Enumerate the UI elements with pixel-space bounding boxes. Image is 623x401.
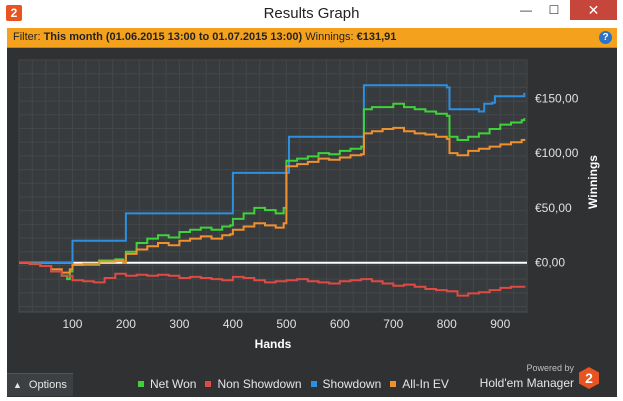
filter-value: This month (01.06.2015 13:00 to 01.07.20…	[43, 31, 303, 43]
x-axis-label: Hands	[255, 337, 292, 351]
options-label: Options	[28, 379, 67, 391]
options-button[interactable]: ▲ Options	[7, 373, 73, 396]
legend-swatch	[205, 381, 212, 387]
x-tick-label: 600	[330, 317, 350, 331]
x-tick-label: 700	[383, 317, 403, 331]
y-tick-label: €150,00	[535, 91, 579, 105]
winnings-value: €131,91	[356, 31, 397, 43]
app-icon: 2	[6, 5, 22, 21]
close-button[interactable]: ✕	[570, 0, 617, 20]
legend-swatch	[310, 381, 317, 387]
series-line-all-in-ev	[19, 126, 526, 274]
title-bar: 2 Results Graph — ☐ ✕	[0, 0, 623, 28]
window-title: Results Graph	[263, 5, 360, 22]
legend-label: Non Showdown	[217, 377, 302, 391]
y-tick-label: €100,00	[535, 146, 579, 160]
graph-panel: 100 200 300 400 500 600 700 800 900 €0,00 €50,00 €1…	[7, 48, 617, 397]
brand-name: Hold'em Manager	[479, 376, 574, 390]
legend-label: Showdown	[322, 377, 382, 391]
x-tick-label: 800	[437, 317, 457, 331]
x-tick-label: 200	[116, 317, 136, 331]
legend-item[interactable]: All-In EV	[390, 377, 449, 391]
y-tick-label: €50,00	[535, 201, 572, 215]
maximize-button[interactable]: ☐	[548, 3, 560, 17]
chevron-up-icon: ▲	[13, 380, 22, 390]
legend-swatch	[138, 381, 144, 387]
legend-swatch	[390, 381, 397, 387]
legend-item[interactable]: Showdown	[310, 377, 382, 391]
y-axis-label: Winnings	[586, 155, 600, 209]
help-icon[interactable]: ?	[599, 31, 612, 44]
series-line-net-won	[19, 102, 526, 281]
x-tick-label: 100	[62, 317, 82, 331]
powered-by-text: Powered by	[526, 363, 574, 373]
filter-label: Filter:	[13, 31, 41, 43]
legend-label: Net Won	[150, 377, 197, 391]
logo-text: 2	[585, 370, 593, 386]
winnings-label: Winnings:	[305, 31, 354, 43]
results-chart: 100 200 300 400 500 600 700 800 900 €0,00 €50,00 €1…	[18, 59, 600, 351]
legend-label: All-In EV	[402, 377, 449, 391]
filter-text: Filter: This month (01.06.2015 13:00 to …	[13, 28, 396, 47]
series-line-non-showdown	[19, 261, 526, 297]
x-tick-label: 500	[276, 317, 296, 331]
x-tick-label: 400	[223, 317, 243, 331]
filter-bar[interactable]: Filter: This month (01.06.2015 13:00 to …	[7, 28, 617, 48]
legend-item[interactable]: Net Won	[138, 377, 196, 391]
y-tick-label: €0,00	[535, 256, 565, 270]
hem-logo-icon: 2	[579, 367, 599, 389]
legend-item[interactable]: Non Showdown	[205, 377, 302, 391]
x-tick-label: 300	[169, 317, 189, 331]
chart-legend: Net Won Non Showdown Showdown All-In EV	[138, 376, 458, 392]
x-tick-label: 900	[490, 317, 510, 331]
minimize-button[interactable]: —	[520, 3, 532, 17]
